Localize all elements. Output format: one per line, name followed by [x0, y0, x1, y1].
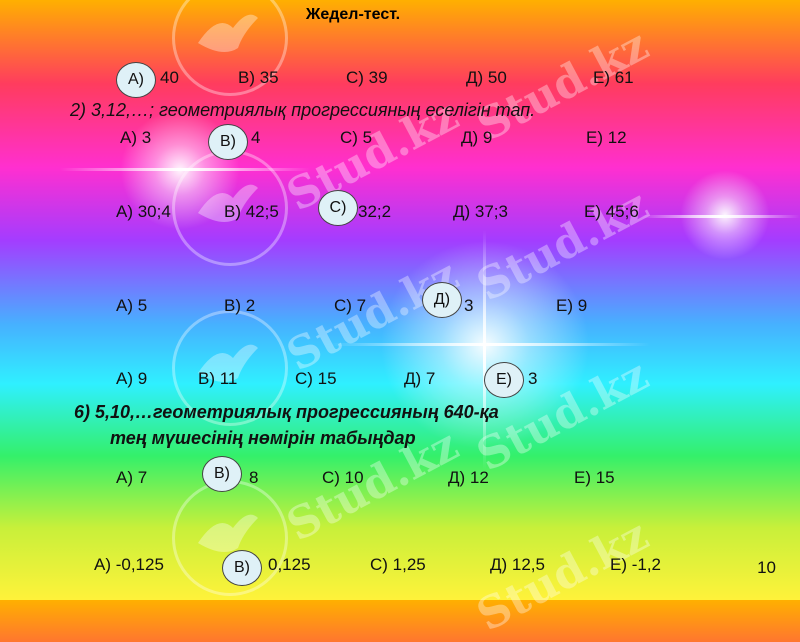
option: A) 30;4 [116, 202, 171, 221]
option: 3 [528, 369, 538, 388]
option: C) 1,25 [370, 555, 426, 574]
page-title: Жедел-тест. [305, 6, 401, 23]
option: 32;2 [358, 202, 392, 221]
option: Д) 50 [466, 68, 507, 87]
option: B) 42;5 [224, 202, 279, 221]
option: C) 5 [340, 128, 373, 147]
option: E) 45;6 [584, 202, 639, 221]
option: Д) 9 [461, 128, 493, 147]
option: Д) 37;3 [453, 202, 508, 221]
option: C) 39 [346, 68, 388, 87]
option: Д) 7 [404, 369, 436, 388]
answer-mark[interactable]: Д) [422, 282, 462, 318]
option: 40 [160, 68, 179, 87]
option: E) 15 [574, 468, 615, 487]
watermark-text-3: Stud.kz [468, 179, 657, 312]
option: A) 5 [116, 296, 148, 315]
option: C) 15 [295, 369, 337, 388]
option: Д) 12,5 [490, 555, 545, 574]
option: 4 [251, 128, 261, 147]
option: Д) 12 [448, 468, 489, 487]
option: A) 9 [116, 369, 148, 388]
option: C) 10 [322, 468, 364, 487]
option: 0,125 [268, 555, 311, 574]
option: E) 61 [593, 68, 634, 87]
option: A) 3 [120, 128, 152, 147]
option: A) 7 [116, 468, 148, 487]
question-2-text: 2) 3,12,…; геометриялық прогрессияның ес… [70, 100, 536, 120]
option: B) 35 [238, 68, 279, 87]
option: B) 2 [224, 296, 256, 315]
option: E) -1,2 [610, 555, 662, 574]
question-6-text-line2: тең мүшесінің нөмірін табыңдар [110, 428, 416, 448]
option: C) 7 [334, 296, 367, 315]
answer-mark[interactable]: B) [222, 550, 262, 586]
option: A) -0,125 [94, 555, 164, 574]
watermark-text-7: Stud.kz [468, 509, 657, 642]
option: E) 9 [556, 296, 588, 315]
option: 8 [249, 468, 259, 487]
answer-mark[interactable]: B) [208, 124, 248, 160]
option: 3 [464, 296, 474, 315]
answer-mark[interactable]: C) [318, 190, 358, 226]
option: E) 12 [586, 128, 627, 147]
page-number: 10 [757, 558, 776, 577]
answer-mark[interactable]: A) [116, 62, 156, 98]
question-6-text-line1: 6) 5,10,…геометриялық прогрессияның 640-… [74, 402, 499, 422]
answer-mark[interactable]: B) [202, 456, 242, 492]
answer-mark[interactable]: E) [484, 362, 524, 398]
option: B) 11 [198, 369, 238, 388]
